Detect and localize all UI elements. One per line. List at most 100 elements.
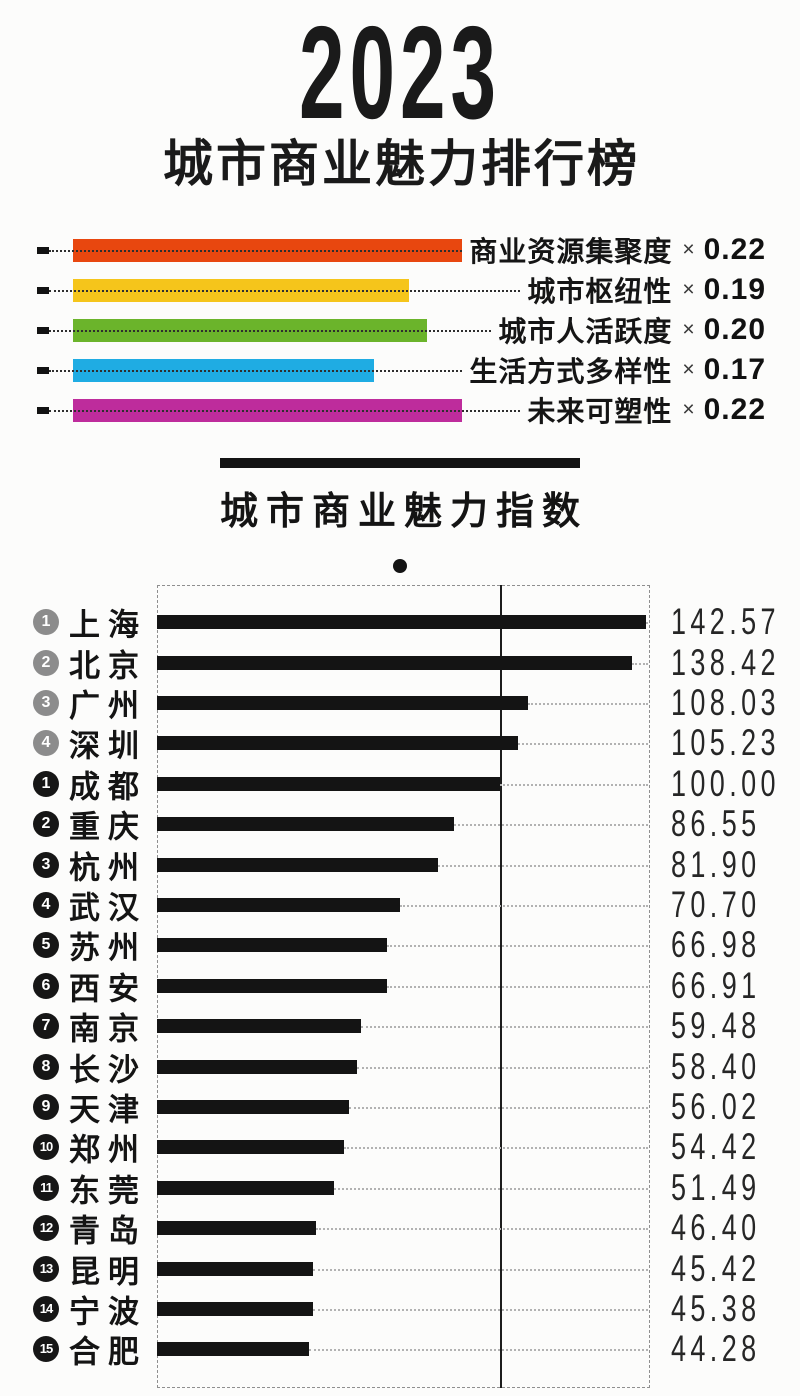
rank-badge: 11 xyxy=(33,1174,59,1201)
legend-dash-icon xyxy=(37,326,49,334)
legend-leader xyxy=(49,398,527,422)
legend-dash-icon xyxy=(37,406,49,414)
rank-badge: 6 xyxy=(33,972,59,999)
city-label: 深圳 xyxy=(69,728,147,764)
legend-dotted-line xyxy=(49,330,492,332)
city-label: 东莞 xyxy=(69,1173,147,1209)
legend-leader xyxy=(49,238,469,262)
chart-row-广州: 3 广州 108.03 xyxy=(0,682,800,724)
section-dot-icon xyxy=(393,559,407,573)
city-label: 北京 xyxy=(69,648,147,684)
value-bar xyxy=(157,1301,313,1316)
legend-leader xyxy=(49,358,469,382)
chart-row-北京: 2 北京 138.42 xyxy=(0,641,800,684)
chart-rows: 1 上海 142.57 2 北京 138.42 3 广州 108.03 4 深圳 105.23 1 成都 1… xyxy=(0,601,800,1382)
leader-dotted-line xyxy=(313,1268,648,1271)
city-label: 武汉 xyxy=(69,890,147,926)
value-label: 66.98 xyxy=(671,924,761,966)
city-label: 广州 xyxy=(69,688,147,724)
multiply-sign: × xyxy=(682,238,695,261)
legend-label: 生活方式多样性 xyxy=(469,356,673,387)
city-label: 青岛 xyxy=(69,1213,147,1249)
value-bar xyxy=(157,695,528,710)
city-label: 宁波 xyxy=(69,1294,147,1330)
value-label: 51.49 xyxy=(671,1166,761,1208)
value-label: 138.42 xyxy=(671,641,780,683)
legend-leader xyxy=(49,278,527,302)
chart-row-合肥: 15 合肥 44.28 xyxy=(0,1328,800,1370)
value-bar xyxy=(157,736,518,751)
value-bar xyxy=(157,1221,316,1236)
leader-dotted-line xyxy=(400,904,648,907)
value-label: 86.55 xyxy=(671,803,761,845)
value-label: 100.00 xyxy=(671,762,780,804)
legend-weight: 0.20 xyxy=(703,313,766,346)
chart-row-苏州: 5 苏州 66.98 xyxy=(0,924,800,966)
legend-label: 未来可塑性 xyxy=(527,396,673,427)
city-label: 成都 xyxy=(69,769,147,805)
value-label: 56.02 xyxy=(671,1085,761,1127)
rank-badge: 9 xyxy=(33,1093,59,1120)
multiply-sign: × xyxy=(682,318,695,341)
legend-dash-icon xyxy=(37,366,49,374)
rank-badge: 4 xyxy=(33,891,59,918)
city-label: 杭州 xyxy=(69,850,147,886)
rank-badge: 3 xyxy=(33,689,59,716)
value-bar xyxy=(157,1342,309,1357)
value-bar xyxy=(157,938,387,953)
leader-dotted-line xyxy=(349,1106,648,1109)
value-bar xyxy=(157,1180,334,1195)
legend-dotted-line xyxy=(49,410,521,412)
legend-weight: 0.22 xyxy=(703,233,766,266)
legend-weight: 0.19 xyxy=(703,273,766,306)
leader-dotted-line xyxy=(361,1026,648,1029)
city-label: 苏州 xyxy=(69,930,147,966)
value-bar xyxy=(157,1059,357,1074)
chart-row-东莞: 11 东莞 51.49 xyxy=(0,1166,800,1209)
value-bar xyxy=(157,897,400,912)
value-bar xyxy=(157,655,632,670)
legend-weight: 0.17 xyxy=(703,353,766,386)
city-label: 长沙 xyxy=(69,1052,147,1088)
legend-label: 商业资源集聚度 xyxy=(469,236,673,267)
leader-dotted-line xyxy=(316,1228,648,1231)
value-label: 44.28 xyxy=(671,1328,761,1370)
city-label: 天津 xyxy=(69,1092,147,1128)
city-label: 昆明 xyxy=(69,1254,147,1290)
legend-label: 城市人活跃度 xyxy=(498,316,673,347)
city-label: 西安 xyxy=(69,971,147,1007)
section-title: 城市商业魅力指数 xyxy=(219,491,588,533)
legend-row: 生活方式多样性 × 0.17 xyxy=(0,350,800,390)
chart-row-郑州: 10 郑州 54.42 xyxy=(0,1126,800,1168)
rank-badge: 4 xyxy=(33,730,59,757)
chart-row-成都: 1 成都 100.00 xyxy=(0,762,800,805)
section-header: 城市商业魅力指数 xyxy=(0,458,800,573)
chart-row-青岛: 12 青岛 46.40 xyxy=(0,1207,800,1249)
value-label: 45.42 xyxy=(671,1247,761,1289)
poster-header: 2023 城市商业魅力排行榜 xyxy=(0,0,800,191)
city-label: 合肥 xyxy=(69,1334,147,1370)
city-label: 郑州 xyxy=(69,1132,147,1168)
value-bar xyxy=(157,615,646,630)
legend-row: 未来可塑性 × 0.22 xyxy=(0,390,800,430)
value-label: 142.57 xyxy=(671,601,780,643)
value-bar xyxy=(157,817,454,832)
leader-dotted-line xyxy=(387,945,648,948)
legend-row: 城市人活跃度 × 0.20 xyxy=(0,310,800,350)
rank-badge: 1 xyxy=(33,770,59,797)
rank-badge: 2 xyxy=(33,811,59,838)
leader-dotted-line xyxy=(528,702,648,705)
page-title-year: 2023 xyxy=(299,0,501,146)
value-bar xyxy=(157,1140,344,1155)
legend-row: 商业资源集聚度 × 0.22 xyxy=(0,230,800,270)
chart-row-长沙: 8 长沙 58.40 xyxy=(0,1046,800,1088)
value-bar xyxy=(157,978,387,993)
chart-row-南京: 7 南京 59.48 xyxy=(0,1005,800,1047)
leader-dotted-line xyxy=(518,743,648,746)
chart-row-宁波: 14 宁波 45.38 xyxy=(0,1288,800,1330)
value-label: 46.40 xyxy=(671,1207,761,1249)
legend-dash-icon xyxy=(37,286,49,294)
multiply-sign: × xyxy=(682,358,695,381)
rank-badge: 13 xyxy=(33,1255,59,1282)
rank-badge: 12 xyxy=(33,1215,59,1242)
